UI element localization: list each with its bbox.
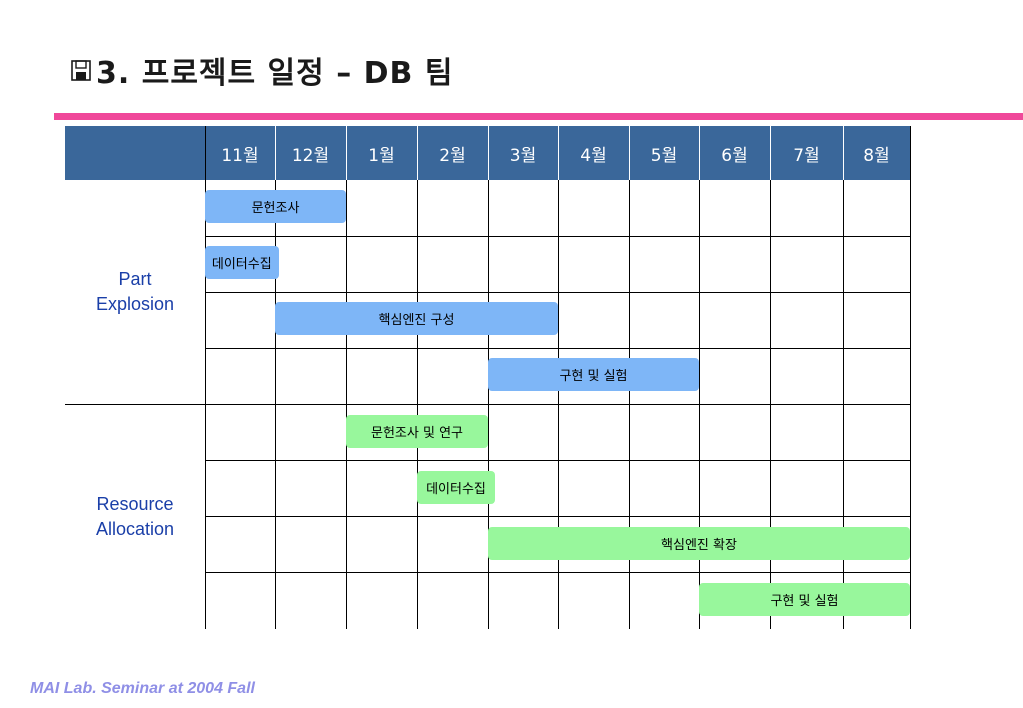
month-header-cell: 5월: [650, 145, 678, 166]
group-label-line: Resource: [96, 494, 174, 514]
header-separator: [346, 126, 347, 180]
page-title: 3. 프로젝트 일정 – DB 팀: [70, 48, 453, 92]
grid-vertical-line: [699, 126, 700, 629]
grid-vertical-line: [205, 126, 206, 629]
task-bar-label: 핵심엔진 확장: [661, 538, 737, 553]
task-bar-label: 구현 및 실험: [559, 369, 628, 384]
task-bar-label: 문헌조사 및 연구: [371, 426, 463, 441]
page-title-text: 3. 프로젝트 일정 – DB 팀: [96, 56, 454, 91]
task-bar: 문헌조사: [205, 190, 346, 223]
grid-horizontal-line: [205, 572, 910, 573]
grid-vertical-line: [275, 126, 276, 629]
task-bar: 구현 및 실험: [699, 583, 910, 616]
grid-horizontal-line: [205, 516, 910, 517]
grid-horizontal-line: [205, 236, 910, 237]
month-header-cell: 7월: [793, 145, 820, 166]
task-bar-label: 데이터수집: [211, 257, 272, 272]
header-separator: [699, 126, 700, 180]
month-header-cell: 11월: [221, 145, 259, 166]
header-separator: [558, 126, 559, 180]
header-separator: [843, 126, 844, 180]
header-separator: [770, 126, 771, 180]
grid-horizontal-line: [205, 460, 910, 461]
grid-vertical-line: [346, 126, 347, 629]
group-label-line: Explosion: [95, 294, 175, 314]
grid-horizontal-line: [65, 404, 910, 405]
group-label-resource-allocation: Resource Allocation: [65, 492, 205, 542]
group-label-line: Allocation: [95, 519, 175, 539]
month-header-cell: 8월: [863, 145, 890, 166]
month-header-cell: 6월: [721, 145, 748, 166]
month-header-cell: 12월: [291, 145, 330, 166]
title-divider: [54, 113, 1023, 120]
floppy-disk-icon: [71, 60, 91, 81]
header-separator: [275, 126, 276, 180]
task-bar: 핵심엔진 구성: [275, 302, 558, 335]
month-header-cell: 4월: [580, 145, 607, 166]
month-header-cell: 3월: [509, 145, 537, 166]
task-bar: 문헌조사 및 연구: [346, 415, 488, 448]
grid-vertical-line: [417, 126, 418, 629]
grid-vertical-line: [910, 126, 911, 629]
group-label-part-explosion: Part Explosion: [65, 267, 205, 317]
month-header-cell: 1월: [368, 145, 395, 166]
task-bar-label: 구현 및 실험: [770, 594, 839, 609]
header-separator: [488, 126, 489, 180]
header-separator: [629, 126, 630, 180]
grid-horizontal-line: [205, 348, 910, 349]
task-bar: 데이터수집: [205, 246, 279, 279]
task-bar: 구현 및 실험: [488, 358, 699, 391]
grid-vertical-line: [770, 126, 771, 629]
task-bar: 핵심엔진 확장: [488, 527, 910, 560]
footer-caption: MAI Lab. Seminar at 2004 Fall: [30, 680, 255, 697]
grid-horizontal-line: [205, 292, 910, 293]
task-bar: 데이터수집: [417, 471, 495, 504]
grid-vertical-line: [843, 126, 844, 629]
task-bar-label: 핵심엔진 구성: [378, 313, 455, 328]
task-bar-label: 데이터수집: [426, 482, 486, 497]
month-header-cell: 2월: [439, 145, 466, 166]
group-label-line: Part: [118, 269, 152, 289]
header-separator: [417, 126, 418, 180]
task-bar-label: 문헌조사: [251, 201, 300, 216]
